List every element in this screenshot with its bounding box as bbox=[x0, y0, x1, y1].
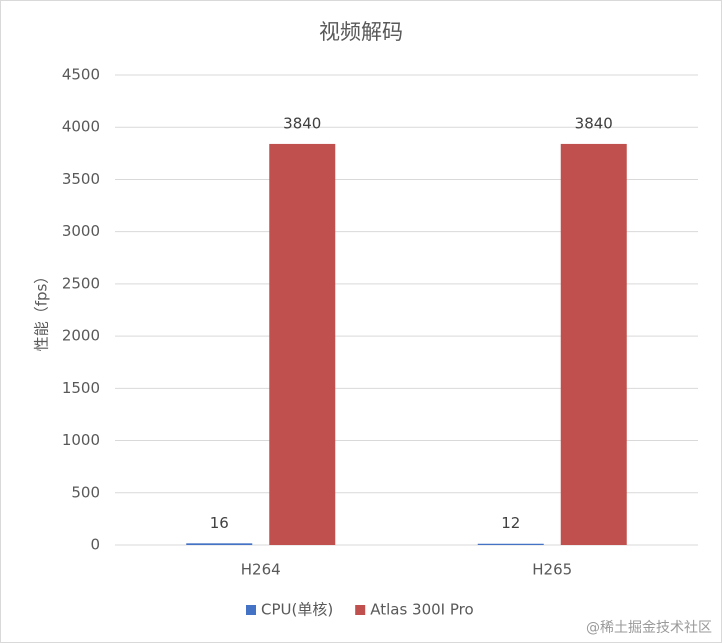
y-tick-label: 3500 bbox=[62, 170, 100, 188]
y-tick-label: 1500 bbox=[62, 379, 100, 397]
legend-swatch bbox=[355, 605, 366, 615]
y-axis-label: 性能（fps） bbox=[33, 269, 51, 352]
data-label: 3840 bbox=[575, 114, 613, 132]
bar bbox=[477, 543, 544, 545]
y-tick-label: 2500 bbox=[62, 274, 100, 292]
y-tick-label: 0 bbox=[90, 536, 100, 554]
data-label: 12 bbox=[501, 514, 520, 532]
data-label: 16 bbox=[210, 514, 229, 532]
y-tick-label: 2000 bbox=[62, 327, 100, 345]
legend-label: CPU(单核) bbox=[261, 601, 333, 619]
y-tick-label: 4000 bbox=[62, 118, 100, 136]
watermark: @稀土掘金技术社区 bbox=[586, 620, 712, 636]
chart-title: 视频解码 bbox=[319, 20, 403, 44]
x-tick-label: H265 bbox=[532, 561, 572, 579]
y-tick-label: 4500 bbox=[62, 66, 100, 84]
bar bbox=[186, 543, 253, 545]
y-tick-label: 500 bbox=[71, 483, 100, 501]
legend-swatch bbox=[246, 605, 256, 615]
y-tick-label: 3000 bbox=[62, 222, 100, 240]
bar bbox=[560, 143, 627, 545]
data-label: 3840 bbox=[283, 114, 321, 132]
x-tick-label: H264 bbox=[241, 561, 281, 579]
legend-label: Atlas 300I Pro bbox=[370, 601, 473, 619]
bar bbox=[269, 143, 336, 545]
y-tick-label: 1000 bbox=[62, 431, 100, 449]
